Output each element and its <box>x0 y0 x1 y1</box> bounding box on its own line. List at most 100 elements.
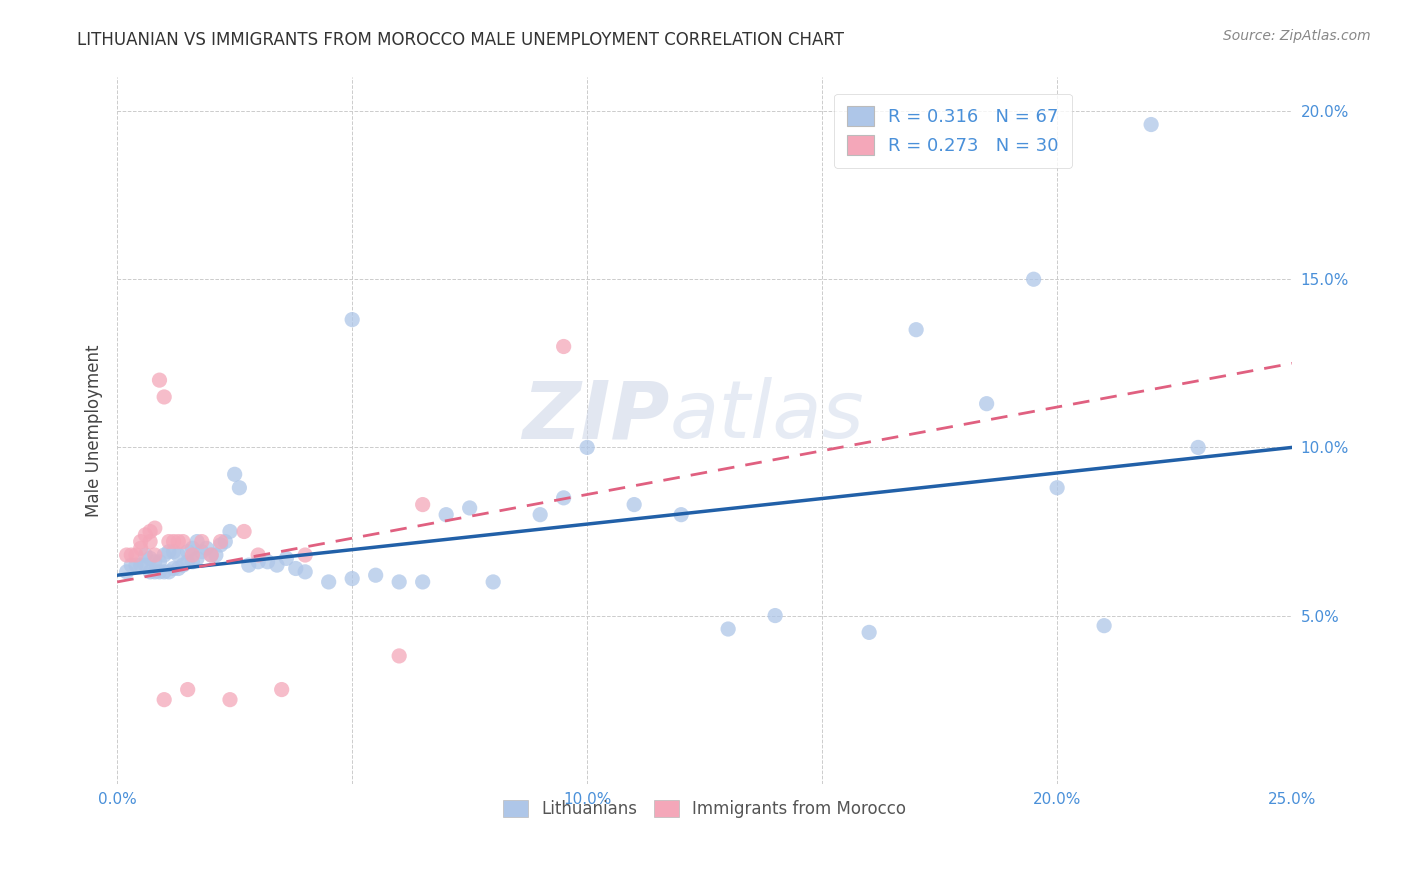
Point <box>139 551 162 566</box>
Legend: Lithuanians, Immigrants from Morocco: Lithuanians, Immigrants from Morocco <box>496 793 912 825</box>
Point <box>412 498 434 512</box>
Point <box>623 498 645 512</box>
Point <box>172 558 194 573</box>
Point <box>167 561 190 575</box>
Point <box>247 548 270 562</box>
Point <box>143 555 166 569</box>
Point <box>148 373 170 387</box>
Point <box>129 534 152 549</box>
Point <box>143 521 166 535</box>
Point <box>219 524 242 539</box>
Point <box>276 551 298 566</box>
Point <box>153 548 176 562</box>
Point <box>266 558 288 573</box>
Point <box>388 648 411 663</box>
Point <box>139 565 162 579</box>
Point <box>1092 618 1115 632</box>
Point <box>162 544 184 558</box>
Point <box>134 528 156 542</box>
Point <box>191 534 214 549</box>
Point <box>157 565 180 579</box>
Point <box>388 574 411 589</box>
Point <box>1022 272 1045 286</box>
Point <box>143 565 166 579</box>
Point <box>318 574 340 589</box>
Point <box>120 558 142 573</box>
Point <box>976 397 998 411</box>
Point <box>238 558 260 573</box>
Point <box>1046 481 1069 495</box>
Point <box>129 541 152 556</box>
Point <box>176 682 198 697</box>
Point <box>167 548 190 562</box>
Point <box>176 544 198 558</box>
Point <box>129 558 152 573</box>
Point <box>205 548 228 562</box>
Point <box>364 568 387 582</box>
Point <box>195 541 218 556</box>
Point <box>576 441 599 455</box>
Point <box>162 534 184 549</box>
Point <box>157 534 180 549</box>
Point <box>125 548 148 562</box>
Text: atlas: atlas <box>669 377 865 456</box>
Point <box>134 548 156 562</box>
Point <box>139 534 162 549</box>
Point <box>294 565 316 579</box>
Point <box>905 323 928 337</box>
Point <box>256 555 278 569</box>
Point <box>1187 441 1209 455</box>
Point <box>181 555 204 569</box>
Point <box>214 534 236 549</box>
Point <box>167 534 190 549</box>
Point <box>143 548 166 562</box>
Point <box>181 548 204 562</box>
Point <box>482 574 505 589</box>
Point <box>139 524 162 539</box>
Point <box>858 625 880 640</box>
Point <box>157 544 180 558</box>
Point <box>115 565 138 579</box>
Point <box>247 555 270 569</box>
Text: LITHUANIAN VS IMMIGRANTS FROM MOROCCO MALE UNEMPLOYMENT CORRELATION CHART: LITHUANIAN VS IMMIGRANTS FROM MOROCCO MA… <box>77 31 845 49</box>
Point <box>191 544 214 558</box>
Text: ZIP: ZIP <box>522 377 669 456</box>
Point <box>233 524 256 539</box>
Point <box>294 548 316 562</box>
Point <box>669 508 692 522</box>
Point <box>553 491 575 505</box>
Point <box>115 548 138 562</box>
Point <box>186 534 208 549</box>
Point <box>209 538 232 552</box>
Point <box>153 390 176 404</box>
Point <box>209 534 232 549</box>
Point <box>120 548 142 562</box>
Point <box>200 548 222 562</box>
Point <box>153 565 176 579</box>
Point <box>763 608 786 623</box>
Point <box>181 541 204 556</box>
Point <box>284 561 307 575</box>
Point <box>412 574 434 589</box>
Point <box>458 500 481 515</box>
Point <box>134 558 156 573</box>
Point <box>270 682 292 697</box>
Point <box>340 312 363 326</box>
Point <box>1140 118 1163 132</box>
Point <box>125 558 148 573</box>
Point <box>172 534 194 549</box>
Point <box>340 572 363 586</box>
Point <box>529 508 551 522</box>
Point <box>553 339 575 353</box>
Point <box>186 551 208 566</box>
Point <box>224 467 246 482</box>
Point <box>176 555 198 569</box>
Point <box>162 561 184 575</box>
Point <box>200 548 222 562</box>
Text: Source: ZipAtlas.com: Source: ZipAtlas.com <box>1223 29 1371 43</box>
Point <box>717 622 740 636</box>
Point <box>148 555 170 569</box>
Point <box>153 692 176 706</box>
Point <box>148 565 170 579</box>
Point <box>434 508 457 522</box>
